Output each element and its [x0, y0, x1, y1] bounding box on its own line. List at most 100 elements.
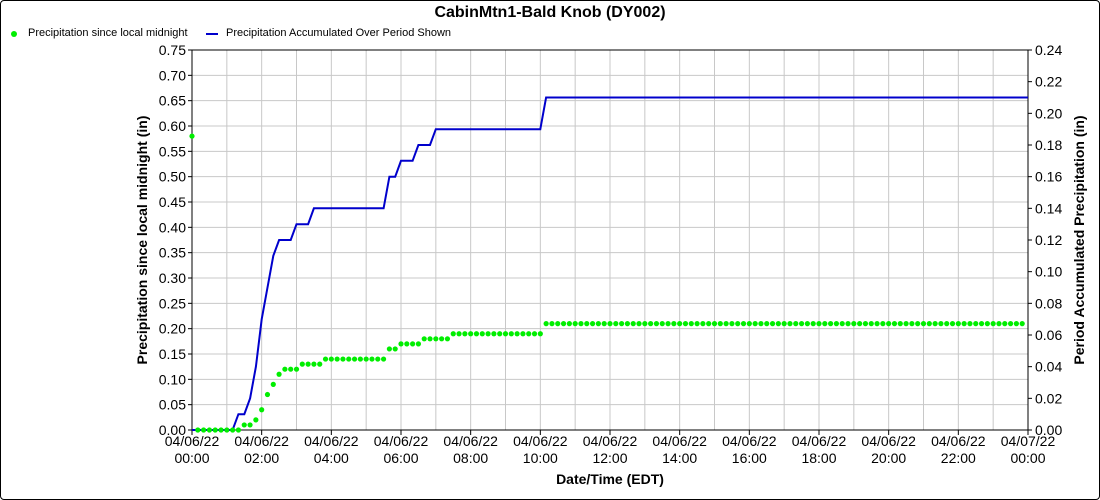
y-right-tick-label: 0.18	[1035, 137, 1062, 153]
y-left-tick-label: 0.20	[159, 321, 186, 337]
y-left-tick-label: 0.60	[159, 118, 186, 134]
chart-title: CabinMtn1-Bald Knob (DY002)	[434, 4, 666, 21]
series-point-since-midnight	[270, 381, 276, 387]
x-tick-label-date: 04/07/22	[1001, 433, 1056, 449]
y-left-tick-label: 0.35	[159, 245, 186, 261]
series-point-since-midnight	[555, 321, 561, 327]
x-tick-label-date: 04/06/22	[931, 433, 986, 449]
legend-swatch-green-dot	[11, 31, 17, 37]
series-point-since-midnight	[363, 356, 369, 362]
series-point-since-midnight	[706, 321, 712, 327]
series-point-since-midnight	[746, 321, 752, 327]
x-tick-label-time: 14:00	[662, 450, 697, 466]
series-point-since-midnight	[549, 321, 555, 327]
series-point-since-midnight	[961, 321, 967, 327]
series-point-since-midnight	[317, 361, 323, 367]
series-point-since-midnight	[659, 321, 665, 327]
series-point-since-midnight	[218, 427, 224, 433]
series-point-since-midnight	[485, 331, 491, 337]
x-tick-label-time: 04:00	[314, 450, 349, 466]
series-point-since-midnight	[781, 321, 787, 327]
series-point-since-midnight	[752, 321, 758, 327]
series-point-since-midnight	[764, 321, 770, 327]
y-right-tick-label: 0.04	[1035, 359, 1062, 375]
series-point-since-midnight	[259, 407, 265, 413]
x-tick-label-time: 20:00	[871, 450, 906, 466]
series-point-since-midnight	[502, 331, 509, 337]
series-point-since-midnight	[740, 321, 747, 327]
series-point-since-midnight	[276, 371, 282, 377]
series-point-since-midnight	[990, 321, 996, 327]
x-tick-label-time: 00:00	[174, 450, 209, 466]
y-right-tick-label: 0.00	[1035, 422, 1062, 438]
series-point-since-midnight	[909, 321, 915, 327]
series-point-since-midnight	[235, 427, 242, 433]
series-point-since-midnight	[322, 356, 329, 362]
series-point-since-midnight	[415, 341, 422, 347]
series-point-since-midnight	[468, 331, 474, 337]
series-point-since-midnight	[305, 361, 311, 367]
y-right-axis-title: Period Accumulated Precipitation (in)	[1071, 115, 1087, 364]
x-tick-label-date: 04/06/22	[443, 433, 498, 449]
series-point-since-midnight	[369, 356, 375, 362]
series-point-since-midnight	[944, 321, 950, 327]
series-point-since-midnight	[293, 366, 300, 372]
series-point-since-midnight	[857, 321, 863, 327]
y-right-tick-label: 0.14	[1035, 200, 1062, 216]
series-point-since-midnight	[462, 331, 468, 337]
x-tick-label-date: 04/06/22	[374, 433, 429, 449]
series-point-since-midnight	[630, 321, 636, 327]
series-point-since-midnight	[932, 321, 938, 327]
y-left-axis-title: Precipitation since local midnight (in)	[134, 116, 150, 365]
series-point-since-midnight	[473, 331, 480, 337]
series-point-since-midnight	[822, 321, 828, 327]
series-point-since-midnight	[299, 361, 305, 367]
series-point-since-midnight	[874, 321, 880, 327]
series-point-since-midnight	[711, 321, 718, 327]
series-point-since-midnight	[201, 427, 207, 433]
series-point-since-midnight	[311, 361, 317, 367]
series-point-since-midnight	[938, 321, 944, 327]
series-point-since-midnight	[514, 331, 520, 337]
series-point-since-midnight	[230, 427, 236, 433]
x-tick-label-time: 02:00	[244, 450, 279, 466]
series-point-since-midnight	[723, 321, 729, 327]
series-point-since-midnight	[595, 321, 601, 327]
x-tick-label-time: 12:00	[592, 450, 627, 466]
y-left-tick-label: 0.15	[159, 346, 186, 362]
series-point-since-midnight	[1002, 321, 1008, 327]
series-point-since-midnight	[810, 321, 816, 327]
series-point-since-midnight	[775, 321, 781, 327]
x-tick-label-time: 00:00	[1010, 450, 1045, 466]
series-point-since-midnight	[903, 321, 909, 327]
series-point-since-midnight	[427, 336, 433, 342]
x-tick-label-date: 04/06/22	[513, 433, 568, 449]
series-point-since-midnight	[677, 321, 683, 327]
series-point-since-midnight	[886, 321, 892, 327]
series-point-since-midnight	[862, 321, 869, 327]
series-point-since-midnight	[560, 321, 567, 327]
x-tick-label-date: 04/06/22	[861, 433, 916, 449]
series-point-since-midnight	[601, 321, 607, 327]
series-point-since-midnight	[833, 321, 840, 327]
series-point-since-midnight	[700, 321, 706, 327]
x-tick-label-time: 06:00	[383, 450, 418, 466]
series-point-since-midnight	[804, 321, 810, 327]
series-point-since-midnight	[537, 331, 543, 337]
x-tick-label-date: 04/06/22	[722, 433, 777, 449]
series-point-since-midnight	[967, 321, 973, 327]
y-right-tick-label: 0.12	[1035, 232, 1062, 248]
series-point-since-midnight	[828, 321, 834, 327]
series-point-since-midnight	[497, 331, 503, 337]
series-point-since-midnight	[404, 341, 410, 347]
series-point-since-midnight	[717, 321, 723, 327]
series-point-since-midnight	[613, 321, 619, 327]
series-point-since-midnight	[996, 321, 1002, 327]
series-point-since-midnight	[682, 321, 689, 327]
y-left-tick-label: 0.10	[159, 371, 186, 387]
x-axis-title: Date/Time (EDT)	[556, 471, 664, 487]
series-point-since-midnight	[642, 321, 648, 327]
series-point-since-midnight	[1007, 321, 1014, 327]
series-point-since-midnight	[253, 417, 259, 423]
